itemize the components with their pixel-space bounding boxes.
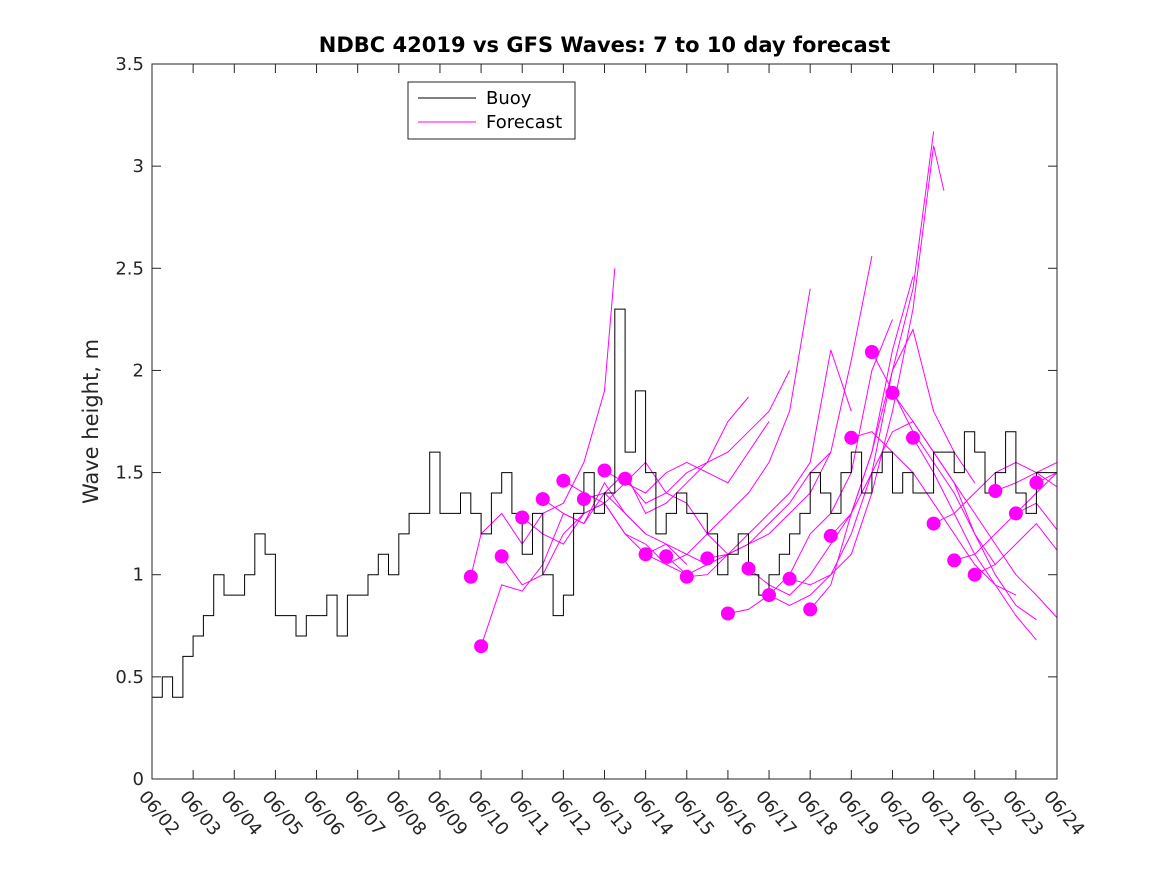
forecast-point xyxy=(885,385,900,400)
x-tick-label: 06/20 xyxy=(875,787,924,840)
forecast-point xyxy=(803,602,818,617)
x-tick-label: 06/04 xyxy=(216,787,265,840)
x-tick-label: 06/16 xyxy=(710,787,759,840)
forecast-line-11 xyxy=(686,349,852,578)
legend: Buoy Forecast xyxy=(407,81,576,140)
x-tick-label: 06/18 xyxy=(792,787,841,840)
forecast-line-17 xyxy=(809,328,976,610)
forecast-line-6 xyxy=(583,396,749,515)
x-tick-label: 06/24 xyxy=(1039,787,1088,840)
forecast-point xyxy=(700,551,715,566)
forecast-point xyxy=(926,516,941,531)
y-tick-label: 3 xyxy=(133,156,144,177)
x-tick-label: 06/22 xyxy=(957,787,1006,840)
forecast-line-21 xyxy=(892,392,1058,618)
x-tick-label: 06/06 xyxy=(299,787,348,840)
forecast-point xyxy=(844,430,859,445)
forecast-line-8 xyxy=(624,370,791,504)
forecast-point xyxy=(823,528,838,543)
forecast-point xyxy=(906,430,920,445)
x-tick-label: 06/19 xyxy=(833,787,882,840)
x-tick-label: 06/17 xyxy=(751,787,800,840)
y-tick-label: 1.5 xyxy=(115,463,144,484)
forecast-point xyxy=(474,639,489,654)
forecast-point xyxy=(1008,506,1023,521)
x-tick-label: 06/05 xyxy=(258,787,307,840)
forecast-line-13 xyxy=(727,319,893,614)
forecast-line-4 xyxy=(542,492,708,565)
forecast-point xyxy=(967,567,982,582)
x-tick-label: 06/02 xyxy=(134,787,183,840)
forecast-point xyxy=(762,588,776,603)
x-tick-label: 06/08 xyxy=(381,787,430,840)
y-tick-label: 0 xyxy=(133,769,144,790)
y-tick-label: 2 xyxy=(133,360,144,381)
forecast-line-14 xyxy=(748,276,914,596)
forecast-point xyxy=(618,471,633,486)
forecast-point xyxy=(638,547,653,562)
y-tick-label: 1 xyxy=(133,565,144,586)
x-tick-label: 06/03 xyxy=(175,787,224,840)
forecast-line-24 xyxy=(954,502,1058,561)
x-tick-label: 06/14 xyxy=(628,787,677,840)
x-tick-label: 06/10 xyxy=(463,787,512,840)
x-tick-label: 06/12 xyxy=(546,787,595,840)
legend-label-buoy: Buoy xyxy=(486,88,532,109)
forecast-point xyxy=(659,549,674,564)
y-tick-label: 2.5 xyxy=(115,258,144,279)
forecast-point xyxy=(947,553,962,568)
forecast-line-9 xyxy=(645,288,811,566)
plot-area xyxy=(152,64,1057,779)
forecast-point xyxy=(1029,475,1044,490)
forecast-point xyxy=(864,345,879,359)
forecast-point xyxy=(556,473,571,488)
forecast-point xyxy=(597,463,612,478)
forecast-point xyxy=(494,549,509,564)
series-layer xyxy=(152,131,1058,698)
forecast-point xyxy=(679,569,694,584)
forecast-line-20 xyxy=(871,351,1037,621)
x-tick-label: 06/21 xyxy=(916,787,965,840)
x-tick-label: 06/09 xyxy=(422,787,471,840)
forecast-line-15 xyxy=(768,131,935,606)
forecast-point xyxy=(988,484,1003,498)
forecast-point xyxy=(576,492,591,507)
legend-label-forecast: Forecast xyxy=(486,112,562,133)
forecast-point xyxy=(515,510,530,525)
forecast-point xyxy=(741,561,756,576)
forecast-line-26 xyxy=(995,461,1058,492)
buoy-line xyxy=(152,308,1057,698)
x-tick-label: 06/07 xyxy=(340,787,389,840)
x-tick-label: 06/23 xyxy=(998,787,1047,840)
forecast-point xyxy=(463,569,478,584)
forecast-point xyxy=(720,606,735,621)
x-tick-label: 06/15 xyxy=(669,787,718,840)
forecast-point xyxy=(782,571,797,586)
x-tick-label: 06/11 xyxy=(504,787,553,840)
forecast-line-19 xyxy=(851,431,1017,596)
legend-box xyxy=(407,81,576,140)
y-tick-label: 3.5 xyxy=(115,54,144,75)
forecast-line-25 xyxy=(974,522,1058,576)
chart-title: NDBC 42019 vs GFS Waves: 7 to 10 day for… xyxy=(319,33,890,57)
forecast-line-12 xyxy=(707,255,873,559)
y-axis-label: Wave height, m xyxy=(79,339,103,504)
x-tick-label: 06/13 xyxy=(587,787,636,840)
y-tick-label: 0.5 xyxy=(115,667,144,688)
forecast-point xyxy=(535,492,550,507)
